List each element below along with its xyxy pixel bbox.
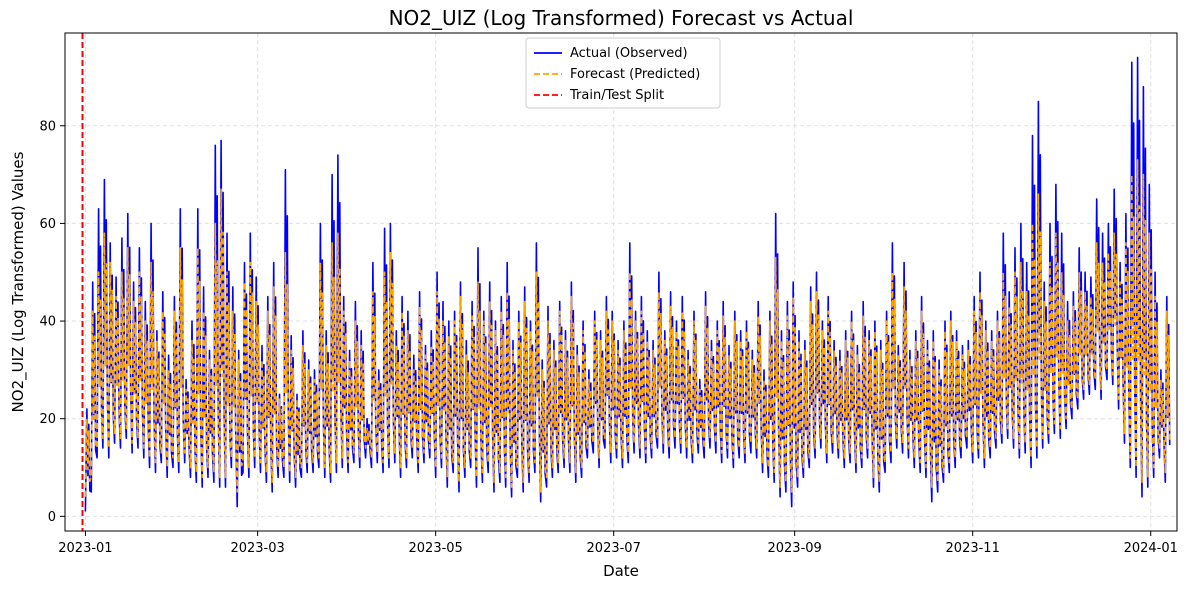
forecast-predicted-line	[84, 159, 1171, 497]
y-axis-title: NO2_UIZ (Log Transformed) Values	[9, 151, 28, 412]
x-tick-label-0: 2023-01	[58, 541, 112, 556]
x-tick-label-6: 2024-01	[1124, 541, 1178, 556]
y-tick-label-3: 60	[39, 217, 56, 232]
y-axis-ticks: 0 20 40 60 80	[39, 119, 65, 525]
series-layer	[84, 56, 1171, 512]
legend: Actual (Observed) Forecast (Predicted) T…	[525, 37, 721, 109]
legend-box	[525, 37, 721, 109]
plot-frame	[64, 32, 1178, 532]
legend-label-split: Train/Test Split	[569, 88, 664, 103]
x-tick-label-5: 2023-11	[946, 541, 1000, 556]
y-tick-label-4: 80	[39, 119, 56, 134]
x-tick-label-2: 2023-05	[409, 541, 463, 556]
chart-title: NO2_UIZ (Log Transformed) Forecast vs Ac…	[389, 6, 854, 30]
legend-label-actual: Actual (Observed)	[570, 46, 688, 61]
y-tick-label-0: 0	[48, 510, 56, 525]
x-tick-label-3: 2023-07	[587, 541, 641, 556]
x-tick-label-4: 2023-09	[767, 541, 821, 556]
x-tick-label-1: 2023-03	[230, 541, 284, 556]
x-axis-title: Date	[603, 562, 639, 580]
x-axis-ticks: 2023-01 2023-03 2023-05 2023-07 2023-09 2023-…	[58, 531, 1178, 556]
y-tick-label-1: 20	[39, 412, 56, 427]
legend-label-forecast: Forecast (Predicted)	[570, 67, 700, 82]
y-tick-label-2: 40	[39, 315, 56, 330]
